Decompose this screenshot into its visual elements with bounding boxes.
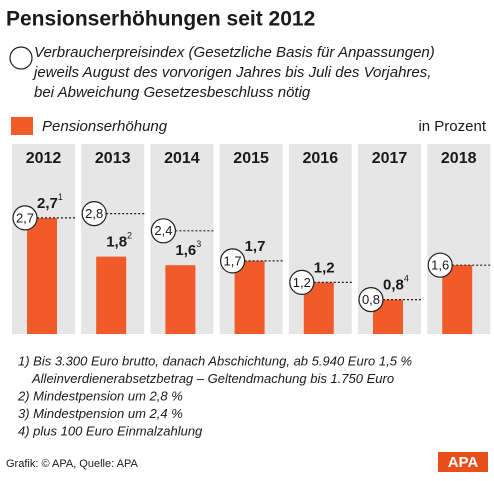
cpi-marker bbox=[427, 252, 453, 278]
legend-label: jeweils August des vorvorigen Jahres bis… bbox=[32, 64, 431, 81]
value-label: 1,63 bbox=[175, 240, 201, 260]
cpi-label: 1,7 bbox=[224, 253, 242, 268]
legend-label: Verbraucherpreisindex (Gesetzliche Basis… bbox=[34, 44, 435, 61]
legend-marker bbox=[9, 46, 33, 70]
bar bbox=[442, 265, 473, 334]
footnote-ref: 2 bbox=[127, 231, 132, 241]
x-tick-label: 2015 bbox=[233, 150, 269, 167]
footnote: 2) Mindestpension um 2,8 % bbox=[17, 388, 183, 403]
value-label-text: 1,8 bbox=[106, 234, 127, 251]
x-tick-label: 2014 bbox=[164, 150, 200, 167]
value-label: 0,84 bbox=[383, 274, 409, 294]
source: Grafik: © APA, Quelle: APA bbox=[6, 458, 138, 470]
legend-label: bei Abweichung Gesetzesbeschluss nötig bbox=[34, 84, 311, 101]
legend-marker bbox=[11, 117, 33, 135]
cpi-marker bbox=[12, 205, 38, 231]
cpi-marker bbox=[150, 218, 176, 244]
x-tick-label: 2018 bbox=[441, 150, 477, 167]
x-tick-label: 2012 bbox=[26, 150, 62, 167]
logo-box bbox=[438, 452, 488, 472]
value-label-text: 0,8 bbox=[383, 277, 404, 294]
cpi-marker bbox=[358, 287, 384, 313]
value-label: 1,2 bbox=[314, 259, 335, 276]
cpi-label: 2,7 bbox=[16, 210, 34, 225]
cpi-label: 2,4 bbox=[154, 223, 172, 238]
value-label: 1,82 bbox=[106, 231, 132, 251]
footnote-ref: 3 bbox=[196, 240, 201, 250]
footnote: Alleinverdienerabsetzbetrag – Geltendmac… bbox=[31, 371, 394, 386]
logo: APA bbox=[448, 454, 479, 471]
value-label: 2,71 bbox=[37, 192, 63, 212]
value-label-text: 1,7 bbox=[245, 238, 266, 255]
x-tick-label: 2016 bbox=[303, 150, 339, 167]
footnote-ref: 1 bbox=[58, 192, 63, 202]
x-tick-label: 2013 bbox=[95, 150, 131, 167]
cpi-marker bbox=[289, 269, 315, 295]
cpi-label: 1,2 bbox=[293, 275, 311, 290]
value-label: 1,7 bbox=[245, 238, 266, 255]
chart-title: Pensionserhöhungen seit 2012 bbox=[6, 8, 315, 31]
footnote-ref: 4 bbox=[404, 274, 409, 284]
footnote: 1) Bis 3.300 Euro brutto, danach Abschic… bbox=[18, 353, 412, 368]
bar bbox=[27, 217, 57, 334]
cpi-marker bbox=[81, 201, 107, 227]
value-label-text: 1,2 bbox=[314, 259, 335, 276]
x-tick-label: 2017 bbox=[372, 150, 408, 167]
unit-label: in Prozent bbox=[418, 118, 486, 135]
value-label-text: 1,6 bbox=[175, 242, 196, 259]
cpi-label: 2,8 bbox=[85, 206, 103, 221]
bar bbox=[234, 260, 265, 334]
cpi-label: 0,8 bbox=[362, 292, 380, 307]
legend-label: Pensionserhöhung bbox=[42, 118, 168, 135]
footnote: 3) Mindestpension um 2,4 % bbox=[18, 406, 183, 421]
cpi-marker bbox=[220, 248, 246, 274]
bar bbox=[96, 256, 127, 334]
footnote: 4) plus 100 Euro Einmalzahlung bbox=[18, 423, 203, 438]
cpi-label: 1,6 bbox=[431, 258, 449, 273]
bar bbox=[165, 265, 196, 334]
value-label-text: 2,7 bbox=[37, 195, 58, 212]
